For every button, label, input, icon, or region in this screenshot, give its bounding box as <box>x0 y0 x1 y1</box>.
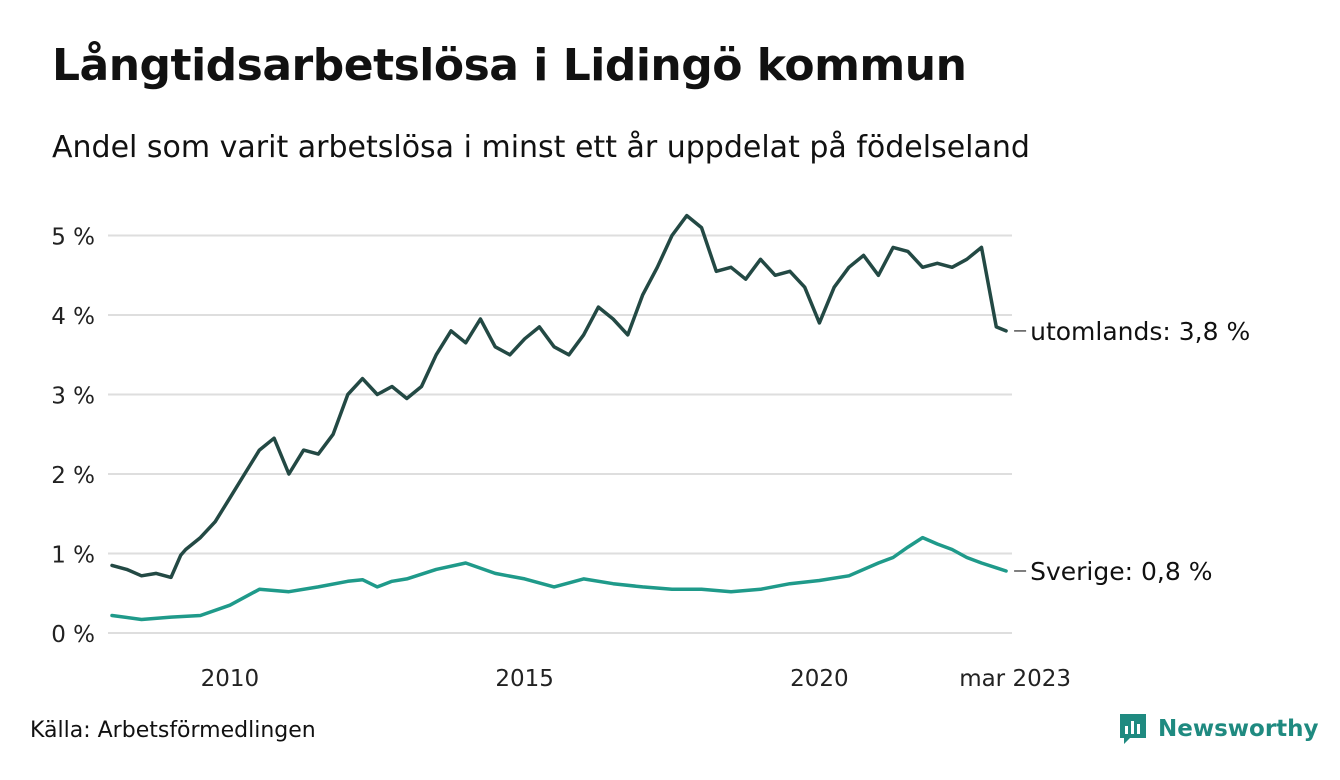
series-line-sverige <box>110 535 1008 622</box>
grid-lines <box>108 234 1012 634</box>
source-note: Källa: Arbetsförmedlingen <box>30 718 316 743</box>
newsworthy-logo-icon <box>1120 714 1146 744</box>
y-tick-label: 1 % <box>51 543 95 569</box>
y-axis-ticks: 0 % 1 % 2 % 3 % 4 % 5 % <box>51 225 95 649</box>
y-tick-label: 5 % <box>51 225 95 251</box>
y-tick-label: 2 % <box>51 463 95 489</box>
brand-name: Newsworthy <box>1158 716 1319 742</box>
chart-subtitle: Andel som varit arbetslösa i minst ett å… <box>52 130 1030 165</box>
x-tick-label: 2010 <box>201 666 260 692</box>
chart-title: Långtidsarbetslösa i Lidingö kommun <box>52 40 967 91</box>
x-tick-label: 2020 <box>790 666 849 692</box>
y-tick-label: 3 % <box>51 384 95 410</box>
series-lines <box>110 213 1008 622</box>
y-tick-label: 4 % <box>51 304 95 330</box>
series-line-utomlands <box>110 213 1008 580</box>
series-end-label: utomlands: 3,8 % <box>1030 317 1250 346</box>
x-tick-label: 2015 <box>495 666 554 692</box>
x-tick-label: mar 2023 <box>959 666 1071 692</box>
x-axis-ticks: 2010 2015 2020 mar 2023 <box>201 666 1071 692</box>
y-tick-label: 0 % <box>51 622 95 648</box>
series-end-label: Sverige: 0,8 % <box>1030 557 1212 586</box>
series-end-labels: utomlands: 3,8 % Sverige: 0,8 % <box>1014 317 1250 586</box>
brand-logo: Newsworthy <box>1118 712 1319 746</box>
